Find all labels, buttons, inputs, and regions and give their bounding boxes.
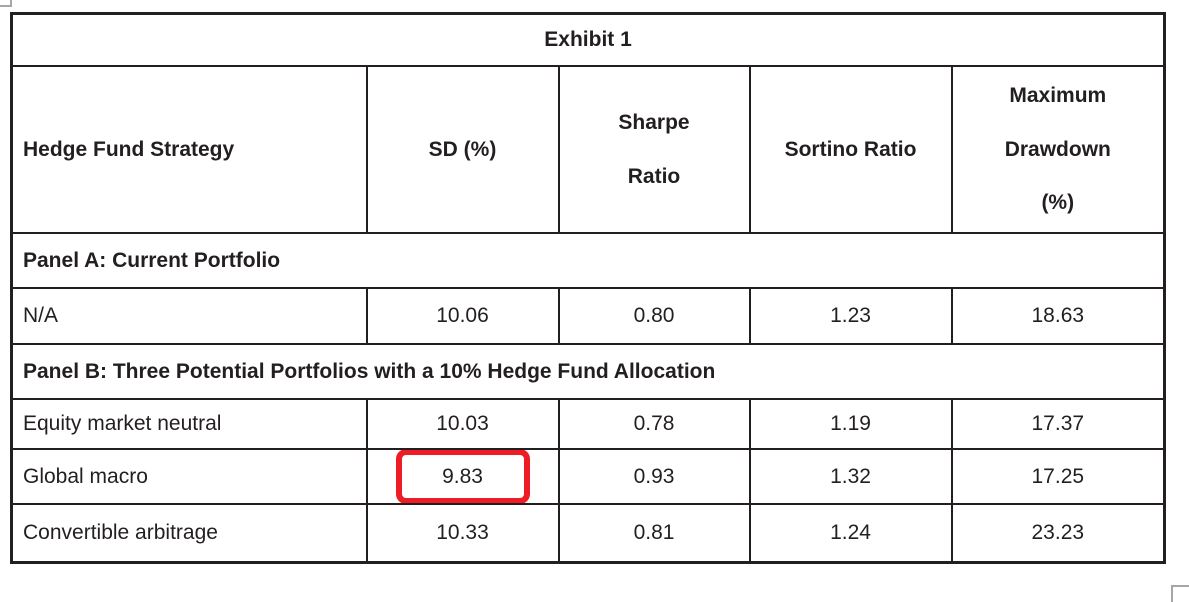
table-row-convertible-arbitrage: Convertible arbitrage 10.33 0.81 1.24 23… (10, 503, 1166, 564)
panel-b-label: Panel B: Three Potential Portfolios with… (10, 343, 1166, 400)
cell-sd-highlighted: 9.83 (365, 448, 560, 505)
red-highlight-box: 9.83 (395, 451, 530, 502)
table-row-equity-market-neutral: Equity market neutral 10.03 0.78 1.19 17… (10, 398, 1166, 450)
table-header-row: Hedge Fund Strategy SD (%) Sharpe Ratio … (10, 65, 1166, 234)
exhibit-title: Exhibit 1 (10, 12, 1166, 67)
cell-sd: 10.03 (365, 398, 560, 450)
table-row-global-macro: Global macro 9.83 0.93 1.32 17.25 (10, 448, 1166, 505)
cell-max-drawdown: 18.63 (950, 287, 1166, 345)
cell-sortino: 1.32 (748, 448, 953, 505)
cell-sharpe: 0.81 (557, 503, 751, 564)
cell-strategy: N/A (10, 287, 368, 345)
cell-max-drawdown: 23.23 (950, 503, 1166, 564)
panel-a-header-row: Panel A: Current Portfolio (10, 232, 1166, 289)
panel-a-label: Panel A: Current Portfolio (10, 232, 1166, 289)
page-boundary-corner-top-left (0, 0, 12, 7)
column-header-sortino-ratio: Sortino Ratio (748, 65, 953, 234)
cell-sd: 10.33 (365, 503, 560, 564)
cell-sortino: 1.23 (748, 287, 953, 345)
exhibit-table: Exhibit 1 Hedge Fund Strategy SD (%) Sha… (10, 12, 1167, 564)
cell-sd: 10.06 (365, 287, 560, 345)
panel-b-header-row: Panel B: Three Potential Portfolios with… (10, 343, 1166, 400)
table-title-row: Exhibit 1 (10, 12, 1166, 67)
cell-sharpe: 0.78 (557, 398, 751, 450)
page-boundary-corner-bottom-right (1171, 585, 1189, 602)
cell-strategy: Convertible arbitrage (10, 503, 368, 564)
cell-sharpe: 0.93 (557, 448, 751, 505)
cell-sharpe: 0.80 (557, 287, 751, 345)
column-header-sd: SD (%) (365, 65, 560, 234)
cell-sortino: 1.19 (748, 398, 953, 450)
column-header-strategy: Hedge Fund Strategy (10, 65, 368, 234)
cell-max-drawdown: 17.37 (950, 398, 1166, 450)
cell-max-drawdown: 17.25 (950, 448, 1166, 505)
cell-sortino: 1.24 (748, 503, 953, 564)
cell-strategy: Equity market neutral (10, 398, 368, 450)
table-row-current-portfolio: N/A 10.06 0.80 1.23 18.63 (10, 287, 1166, 345)
highlighted-value: 9.83 (442, 464, 483, 488)
column-header-sharpe-ratio: Sharpe Ratio (557, 65, 751, 234)
column-header-max-drawdown: Maximum Drawdown (%) (950, 65, 1166, 234)
cell-strategy: Global macro (10, 448, 368, 505)
